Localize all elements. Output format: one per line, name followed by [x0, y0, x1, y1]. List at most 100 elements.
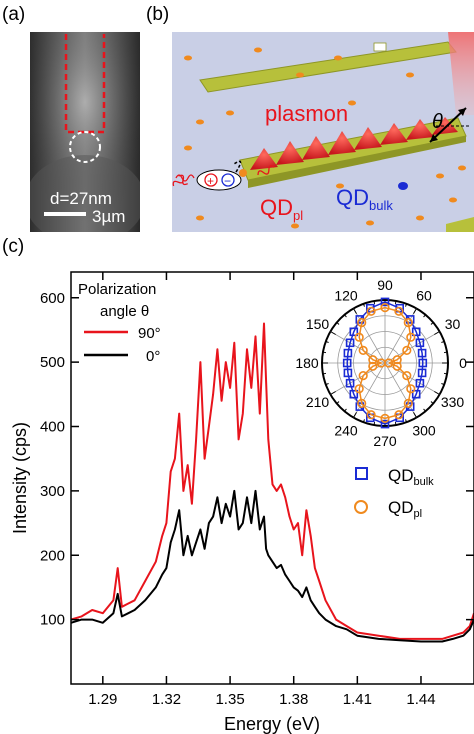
polar-point-qd-bulk — [417, 348, 427, 358]
polar-point-qd-pl — [366, 306, 376, 316]
panel-a: (a) d=27nm 3µm — [2, 4, 140, 232]
spectrum-lines — [71, 322, 474, 643]
y-tick-label-0: 100 — [40, 612, 65, 629]
polar-point-qd-pl — [368, 361, 378, 371]
x-tick-label-2: 1.35 — [215, 691, 244, 708]
polar-point-qd-bulk — [380, 419, 390, 429]
polar-point-qd-pl — [358, 371, 368, 381]
legend-title-line-2: angle θ — [100, 303, 149, 320]
polar-tick-250 — [362, 419, 365, 423]
polar-tick-260 — [373, 422, 376, 426]
photon-wave-4 — [257, 165, 275, 176]
dipole-minus-sign: − — [224, 174, 231, 188]
y-tick-label-5: 600 — [40, 290, 65, 307]
distance-label: d=27nm — [50, 189, 112, 208]
polar-curve-qd-pl — [358, 306, 412, 420]
polar-point-qd-pl — [406, 384, 416, 394]
polar-point-qd-pl — [357, 398, 367, 409]
polar-point-qd-pl — [406, 332, 416, 342]
plasmon-cones — [250, 117, 458, 170]
polar-point-qd-pl — [392, 361, 402, 371]
legend-label-qd-pl: QDpl — [388, 498, 422, 520]
spectrum-ticks: 1.29 1.32 1.35 1.38 1.41 1.441002003004005006… — [40, 272, 474, 708]
polar-tick-10 — [444, 351, 448, 354]
polar-tick-60 — [413, 308, 417, 314]
polar-tick-190 — [322, 372, 326, 375]
spectrum-legend: Polarization angle θ 90° 0° — [78, 281, 161, 365]
scale-bar-label: 3µm — [92, 207, 125, 226]
x-axis-label: Energy (eV) — [224, 714, 320, 734]
laser-beam — [448, 32, 474, 115]
polar-tick-170 — [322, 351, 326, 354]
polar-tick-80 — [394, 300, 397, 304]
polar-point-qd-bulk — [343, 348, 353, 358]
spectrum-plot: 1.29 1.32 1.35 1.38 1.41 1.441002003004005006… — [10, 271, 474, 734]
polar-tick-230 — [344, 408, 347, 412]
plot-frame — [70, 271, 474, 685]
polar-angle-label-180: 180 — [295, 355, 319, 371]
polar-tick-20 — [441, 340, 445, 343]
photon-wave-2 — [175, 174, 195, 182]
polar-point-qd-bulk — [349, 389, 359, 399]
polar-tick-240 — [353, 412, 357, 418]
polar-tick-220 — [336, 401, 340, 404]
polar-point-qd-bulk — [342, 358, 352, 368]
polar-point-qd-pl — [376, 358, 386, 368]
x-tick-label-3: 1.38 — [279, 691, 308, 708]
polar-angle-label-90: 90 — [377, 277, 393, 293]
plasmon-label: plasmon — [265, 101, 348, 126]
polar-point-qd-pl — [380, 413, 390, 424]
polar-data — [342, 297, 428, 429]
polar-point-qd-pl — [357, 318, 367, 328]
dipole-plus — [204, 173, 218, 187]
polar-point-qd-bulk — [349, 327, 359, 337]
polar-tick-100 — [373, 300, 376, 304]
polar-tick-320 — [430, 401, 434, 404]
legend-title-line-1: Polarization — [78, 281, 156, 298]
x-tick-label-1: 1.32 — [152, 691, 181, 708]
polar-tick-330 — [434, 391, 440, 395]
polar-point-qd-pl — [392, 355, 402, 365]
legend-marker-qd-bulk — [355, 467, 368, 480]
polar-tick-310 — [423, 408, 426, 412]
polar-angle-label-60: 60 — [416, 288, 432, 304]
y-tick-label-3: 400 — [40, 419, 65, 436]
y-tick-label-4: 500 — [40, 354, 65, 371]
polar-point-qd-pl — [368, 355, 378, 365]
panel-c: (c) 1.29 1.32 1.35 1.38 1.41 1.44100200300400… — [2, 236, 474, 734]
polar-angle-label-300: 300 — [412, 423, 436, 439]
polar-tick-210 — [330, 391, 336, 395]
polar-point-qd-pl — [394, 410, 404, 420]
polar-point-qd-pl — [402, 345, 412, 356]
qd-pl-label: QDpl — [260, 195, 303, 223]
legend-label-90: 90° — [138, 325, 161, 342]
polar-point-qd-pl — [394, 306, 404, 316]
polarization-arrow-head-top — [458, 108, 466, 116]
polar-tick-110 — [362, 303, 365, 307]
front-nanowire-side — [248, 136, 466, 188]
polar-tick-140 — [336, 322, 340, 325]
polar-tick-280 — [394, 422, 397, 426]
y-tick-label-2: 300 — [40, 483, 65, 500]
polar-tick-40 — [430, 322, 434, 325]
legend-marker-qd-pl — [354, 500, 368, 514]
y-tick-label-1: 200 — [40, 547, 65, 564]
polar-tick-290 — [405, 419, 408, 423]
polar-point-qd-pl — [403, 398, 413, 409]
polar-tick-160 — [325, 340, 329, 343]
polar-point-qd-bulk — [411, 389, 421, 399]
polar-legend: QDbulk QDpl — [354, 466, 434, 520]
polar-angle-label-330: 330 — [441, 394, 465, 410]
polar-point-qd-pl — [366, 410, 376, 420]
polar-point-qd-pl — [403, 318, 413, 328]
x-tick-label-0: 1.29 — [88, 691, 117, 708]
polar-point-qd-bulk — [345, 338, 355, 348]
polar-point-qd-pl — [354, 332, 364, 342]
corner-nanowire — [446, 217, 474, 232]
polar-angle-label-30: 30 — [445, 316, 461, 332]
polar-angle-label-270: 270 — [373, 433, 397, 449]
polar-point-qd-pl — [354, 384, 364, 394]
x-tick-label-4: 1.41 — [343, 691, 372, 708]
polar-point-qd-bulk — [380, 297, 390, 307]
scale-bar — [44, 212, 86, 216]
